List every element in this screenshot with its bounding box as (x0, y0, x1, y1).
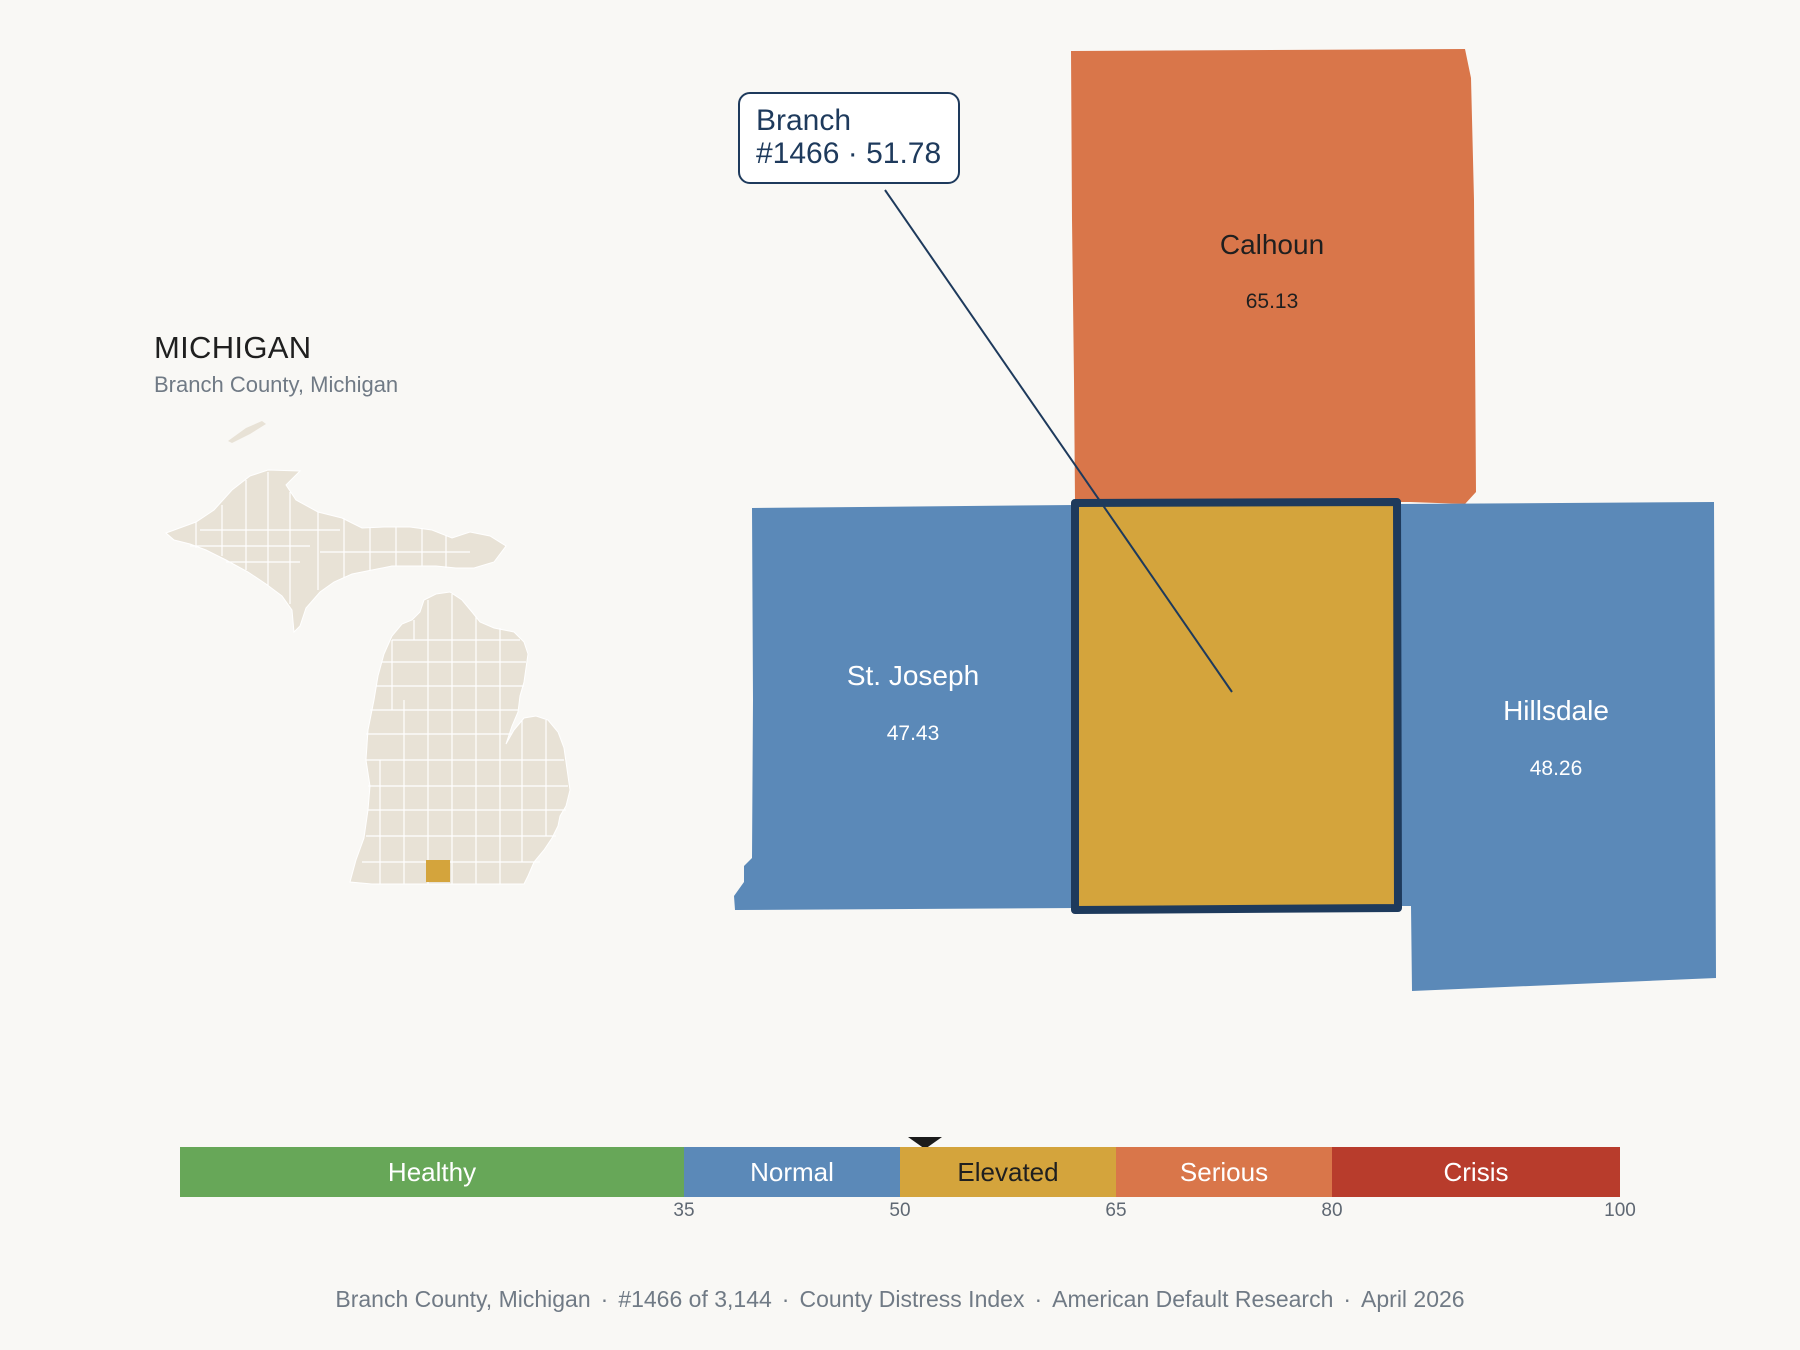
county-map: Calhoun 65.13 St. Joseph 47.43 Hillsdale… (734, 49, 1716, 991)
scale-segment-healthy: Healthy (180, 1147, 684, 1197)
scale-segment-serious: Serious (1116, 1147, 1332, 1197)
footer-index: County Distress Index (799, 1286, 1025, 1312)
county-hillsdale[interactable] (1396, 502, 1716, 991)
county-label-calhoun: Calhoun (1220, 229, 1324, 260)
scale-tick-65: 65 (1105, 1200, 1127, 1221)
county-branch[interactable] (1071, 498, 1402, 914)
county-value-st-joseph: 47.43 (887, 722, 940, 745)
county-st-joseph[interactable] (734, 505, 1076, 910)
county-label-hillsdale: Hillsdale (1503, 695, 1609, 726)
upper-peninsula (165, 469, 507, 634)
scale-tick-80: 80 (1321, 1200, 1343, 1221)
callout-rank-score: #1466 · 51.78 (756, 137, 942, 170)
branch-callout: Branch #1466 · 51.78 (738, 92, 960, 184)
lower-peninsula (349, 591, 571, 885)
county-value-calhoun: 65.13 (1246, 290, 1299, 313)
scale-tick-100: 100 (1604, 1200, 1636, 1221)
footer-date: April 2026 (1361, 1286, 1465, 1312)
callout-leader-line (884, 189, 1233, 693)
scale-tick-50: 50 (889, 1200, 911, 1221)
county-calhoun[interactable] (1071, 49, 1476, 504)
footer-source: American Default Research (1052, 1286, 1334, 1312)
footer-rank: #1466 of 3,144 (618, 1286, 772, 1312)
score-marker-icon (908, 1137, 942, 1149)
scale-segment-crisis: Crisis (1332, 1147, 1620, 1197)
callout-county-name: Branch (756, 104, 852, 137)
inset-county-lines (190, 472, 568, 884)
distress-scale: Healthy Normal Elevated Serious Crisis (180, 1147, 1620, 1197)
scale-segment-elevated: Elevated (900, 1147, 1116, 1197)
county-value-hillsdale: 48.26 (1530, 757, 1583, 780)
county-label-st-joseph: St. Joseph (847, 660, 979, 691)
inset-subtitle: Branch County, Michigan (154, 372, 399, 397)
scale-segment-normal: Normal (684, 1147, 900, 1197)
michigan-inset-map (165, 421, 571, 885)
isle-royale (228, 421, 266, 443)
scale-tick-35: 35 (673, 1200, 695, 1221)
footer-county: Branch County, Michigan (335, 1286, 591, 1312)
inset-branch-county (426, 860, 450, 882)
inset-state-title: MICHIGAN (154, 330, 312, 365)
footer-credits: Branch County, Michigan · #1466 of 3,144 · C… (335, 1286, 1465, 1312)
